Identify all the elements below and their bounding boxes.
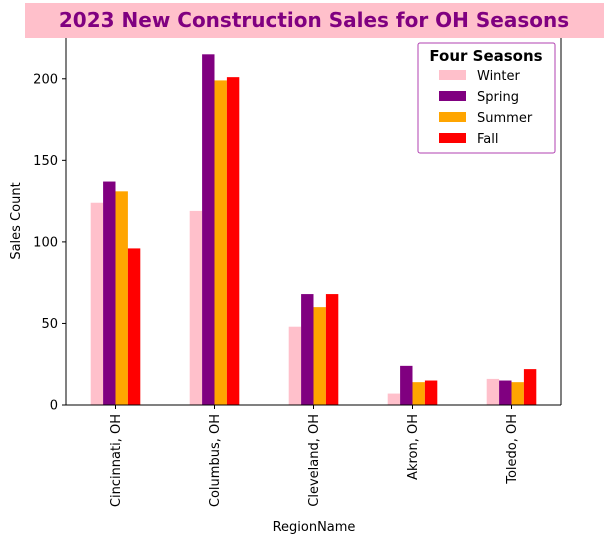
- legend-label-winter: Winter: [477, 69, 521, 84]
- x-ticks-group: Cincinnati, OH Columbus, OH Cleveland, OH A…: [109, 405, 520, 507]
- legend-swatch-spring: [439, 91, 466, 101]
- y-tick-label: 0: [50, 399, 58, 414]
- x-tick-label: Toledo, OH: [505, 414, 520, 485]
- bar-fall-0: [127, 248, 141, 405]
- legend-label-fall: Fall: [477, 132, 498, 147]
- bar-spring-4: [499, 380, 512, 405]
- y-axis-label: Sales Count: [9, 182, 24, 259]
- y-tick-label: 100: [33, 235, 58, 250]
- x-tick-label: Columbus, OH: [208, 414, 223, 507]
- chart-title: 2023 New Construction Sales for OH Seaso…: [59, 8, 569, 32]
- bar-winter-4: [486, 378, 500, 405]
- legend-label-summer: Summer: [477, 111, 533, 126]
- bars-group: [90, 54, 537, 406]
- bar-summer-2: [313, 307, 326, 405]
- x-axis-label: RegionName: [273, 520, 356, 535]
- legend-swatch-winter: [439, 70, 466, 80]
- bar-spring-2: [301, 294, 314, 405]
- legend-items: Winter Spring Summer Fall: [439, 69, 533, 147]
- x-tick-label: Akron, OH: [406, 414, 421, 480]
- legend-swatch-fall: [439, 133, 466, 143]
- x-tick-label: Cincinnati, OH: [109, 414, 124, 507]
- bar-fall-1: [226, 77, 240, 406]
- bar-spring-0: [103, 181, 116, 405]
- y-ticks-group: 0 50 100 150 200: [33, 72, 66, 414]
- y-tick-label: 50: [41, 317, 58, 332]
- y-tick-label: 150: [33, 154, 58, 169]
- bar-summer-0: [115, 191, 128, 405]
- bar-spring-1: [202, 54, 215, 406]
- bar-summer-3: [412, 382, 425, 405]
- bar-winter-3: [387, 393, 401, 405]
- bar-spring-3: [400, 365, 413, 405]
- legend-label-spring: Spring: [477, 90, 519, 105]
- x-tick-label: Cleveland, OH: [307, 414, 322, 507]
- bar-fall-3: [424, 380, 438, 405]
- legend-title: Four Seasons: [429, 47, 542, 65]
- legend-swatch-summer: [439, 112, 466, 122]
- bar-winter-0: [90, 202, 104, 405]
- bar-summer-4: [511, 382, 524, 405]
- bar-fall-4: [523, 369, 537, 405]
- bar-fall-2: [325, 294, 339, 405]
- bar-winter-2: [288, 326, 302, 405]
- bar-winter-1: [189, 210, 203, 405]
- bar-summer-1: [214, 80, 227, 405]
- chart-title-background: [25, 3, 604, 38]
- legend: Four Seasons Winter Spring Summer Fall: [417, 42, 556, 154]
- y-tick-label: 200: [33, 72, 58, 87]
